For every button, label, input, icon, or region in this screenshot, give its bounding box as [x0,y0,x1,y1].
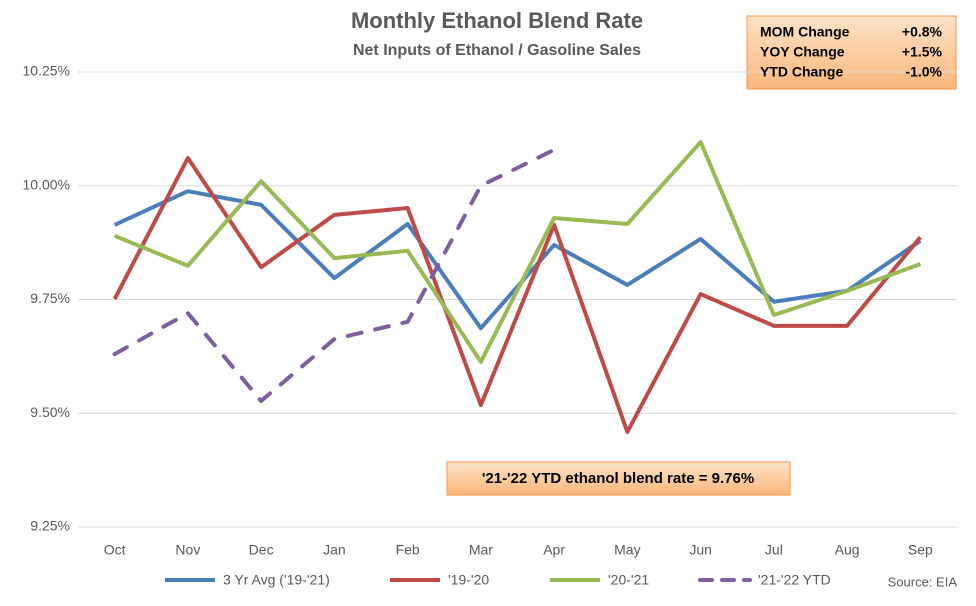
series-line [113,140,922,364]
y-tick-label: 10.25% [23,63,70,79]
legend-label: '21-'22 YTD [758,572,831,588]
chart-title: Monthly Ethanol Blend Rate [351,8,643,33]
x-tick-label: Feb [396,542,420,558]
x-tick-label: Jan [323,542,346,558]
series-line [112,147,557,403]
y-tick-label: 9.50% [30,404,70,420]
legend-label: '19-'20 [448,572,489,588]
y-tick-label: 9.75% [30,290,70,306]
info-value: +1.5% [902,44,943,60]
info-label: MOM Change [760,24,850,40]
info-box [746,15,957,90]
info-value: -1.0% [905,64,942,80]
x-tick-label: Mar [469,542,493,558]
x-tick-label: Nov [175,542,200,558]
x-tick-label: Sep [908,542,933,558]
info-label: YOY Change [760,44,845,60]
annotation-box [446,461,791,496]
legend-label: 3 Yr Avg ('19-'21) [223,572,330,588]
x-tick-label: May [614,542,640,558]
x-tick-label: Dec [249,542,274,558]
x-tick-label: Apr [543,542,565,558]
chart-subtitle: Net Inputs of Ethanol / Gasoline Sales [353,42,641,59]
info-label: YTD Change [760,64,843,80]
x-tick-label: Aug [835,542,860,558]
annotation: '21-'22 YTD ethanol blend rate = 9.76% [482,470,754,487]
source: Source: EIA [888,574,958,589]
series-line [112,155,922,434]
x-tick-label: Jun [689,542,712,558]
legend-label: '20-'21 [608,572,649,588]
info-value: +0.8% [902,24,943,40]
x-tick-label: Jul [765,542,783,558]
x-tick-label: Oct [104,542,126,558]
y-tick-label: 9.25% [30,518,70,534]
y-tick-label: 10.00% [23,176,70,192]
